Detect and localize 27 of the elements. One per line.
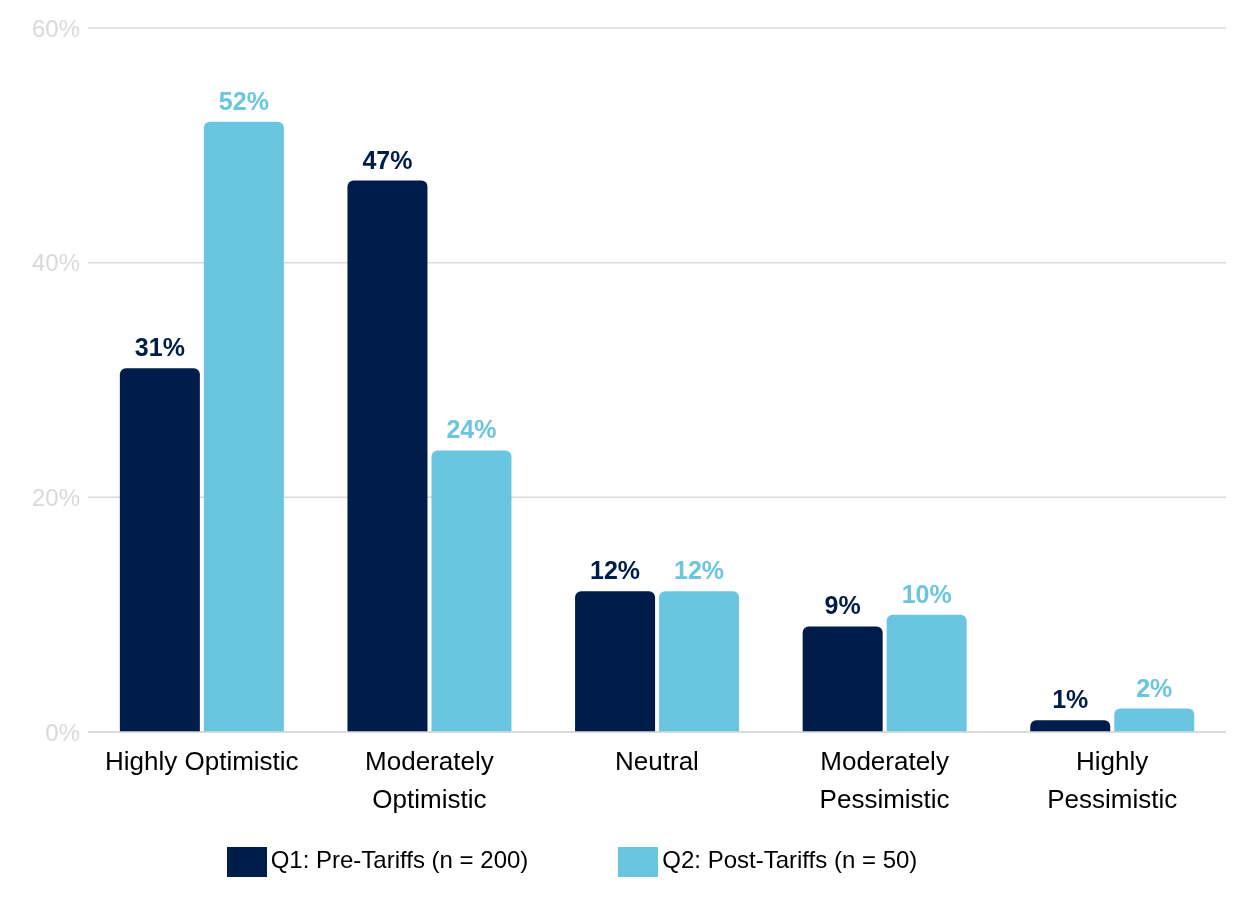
x-tick-label: Moderately Optimistic [365, 746, 494, 814]
data-label: 47% [362, 145, 413, 174]
bar [347, 180, 428, 732]
x-tick-label: Highly Pessimistic [1047, 746, 1178, 814]
x-tick-label: Moderately Pessimistic [819, 746, 950, 814]
data-label: 10% [901, 579, 952, 608]
bar [1114, 708, 1195, 732]
bar [659, 591, 740, 732]
bar [802, 626, 883, 732]
legend-label: Q2: Post-Tariffs (n = 50) [662, 846, 918, 874]
data-label: 9% [824, 591, 861, 620]
bar [203, 121, 284, 732]
data-label: 52% [218, 86, 269, 115]
data-label: 1% [1052, 685, 1089, 714]
data-label: 24% [446, 415, 497, 444]
bar [886, 614, 967, 732]
data-label: 31% [134, 333, 185, 362]
data-label: 12% [674, 556, 725, 585]
x-tick-label: Highly Optimistic [105, 746, 299, 776]
bar [575, 591, 656, 732]
x-tick-label: Neutral [615, 746, 699, 776]
legend-label: Q1: Pre-Tariffs (n = 200) [270, 846, 529, 874]
bar [119, 368, 200, 732]
data-label: 12% [590, 556, 641, 585]
bar [431, 450, 512, 732]
bar [1030, 720, 1111, 732]
data-label: 2% [1136, 673, 1173, 702]
